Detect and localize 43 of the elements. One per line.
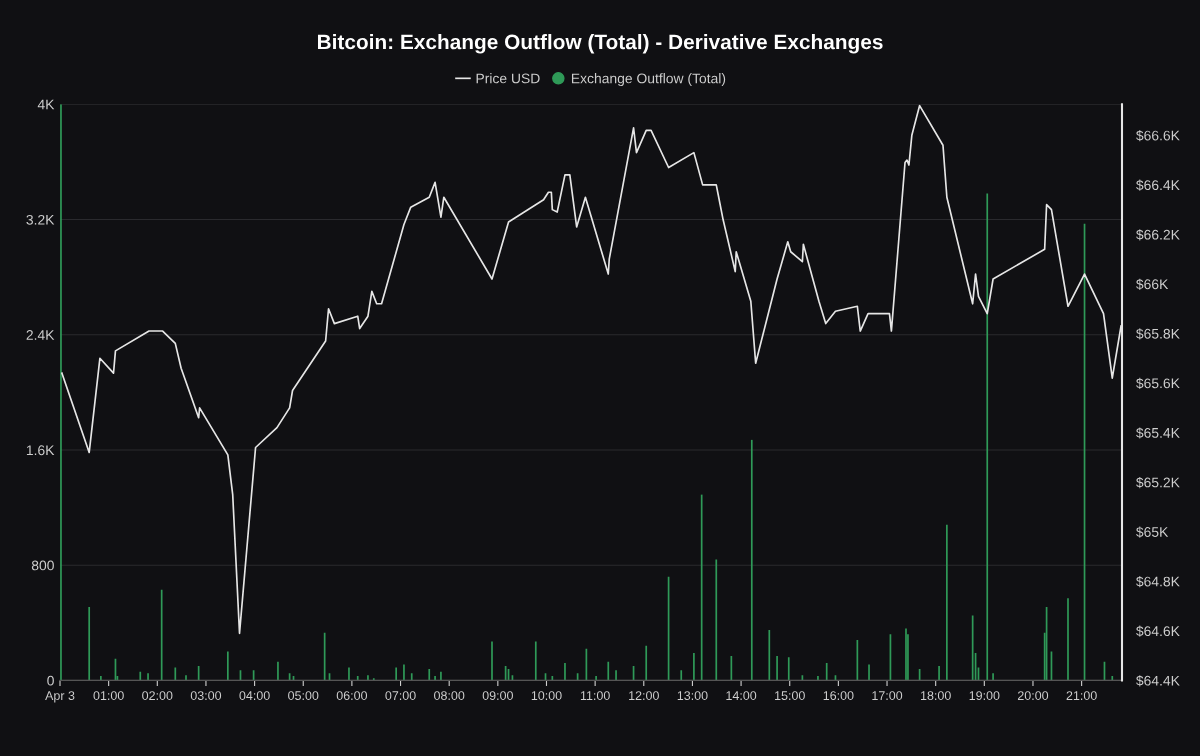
chart-title: Bitcoin: Exchange Outflow (Total) - Derivative Exchanges xyxy=(317,34,883,54)
x-tick-label: 08:00 xyxy=(434,691,465,700)
x-tick-label: 15:00 xyxy=(775,691,805,700)
y2-tick-label: $65.8K xyxy=(1136,328,1180,340)
x-tick-label: 04:00 xyxy=(239,691,270,700)
x-tick-label: 14:00 xyxy=(726,691,757,700)
x-tick-label: 16:00 xyxy=(823,691,854,700)
x-tick-label: 12:00 xyxy=(629,691,659,700)
y2-tick-label: $65.4K xyxy=(1136,427,1180,439)
y2-tick-label: $65.2K xyxy=(1136,476,1180,489)
y2-tick-label: $64.6K xyxy=(1136,625,1180,637)
x-tick-label: 02:00 xyxy=(142,691,173,700)
y2-tick-label: $64.4K xyxy=(1136,675,1180,687)
y2-tick-label: $66.2K xyxy=(1136,229,1180,241)
x-tick-label: 01:00 xyxy=(93,691,124,700)
y2-tick-label: $64.8K xyxy=(1136,576,1180,588)
y2-tick-label: $65K xyxy=(1136,526,1169,538)
x-tick-label: 03:00 xyxy=(190,691,222,700)
legend-label: Exchange Outflow (Total) xyxy=(571,73,726,87)
y2-tick-label: $66.4K xyxy=(1136,179,1180,191)
x-tick-label: 11:00 xyxy=(580,691,610,700)
x-tick-label: 13:00 xyxy=(677,691,708,700)
x-tick-label: 21:00 xyxy=(1066,691,1097,700)
y2-tick-label: $65.6K xyxy=(1136,377,1180,390)
x-tick-label: 19:00 xyxy=(969,691,1000,700)
y2-tick-label: $66K xyxy=(1136,278,1169,290)
x-tick-label: 10:00 xyxy=(531,691,562,700)
x-tick-label: 06:00 xyxy=(336,691,368,700)
y-tick-label: 0 xyxy=(47,675,54,686)
x-tick-label: 18:00 xyxy=(920,691,951,700)
y-tick-label: 4K xyxy=(37,99,55,110)
x-tick-label: 09:00 xyxy=(482,691,513,700)
legend-label: Price USD xyxy=(476,73,540,84)
x-tick-label: 20:00 xyxy=(1017,691,1049,700)
y-tick-label: 2.4K xyxy=(26,330,55,340)
y-tick-label: 800 xyxy=(31,560,54,571)
x-tick-label: 17:00 xyxy=(872,691,903,700)
x-tick-label: 07:00 xyxy=(385,691,416,700)
x-tick-label: Apr 3 xyxy=(45,691,75,703)
y-tick-label: 3.2K xyxy=(26,214,55,225)
x-tick-label: 05:00 xyxy=(288,691,319,700)
y2-tick-label: $66.6K xyxy=(1136,130,1180,142)
y-tick-label: 1.6K xyxy=(26,445,55,456)
